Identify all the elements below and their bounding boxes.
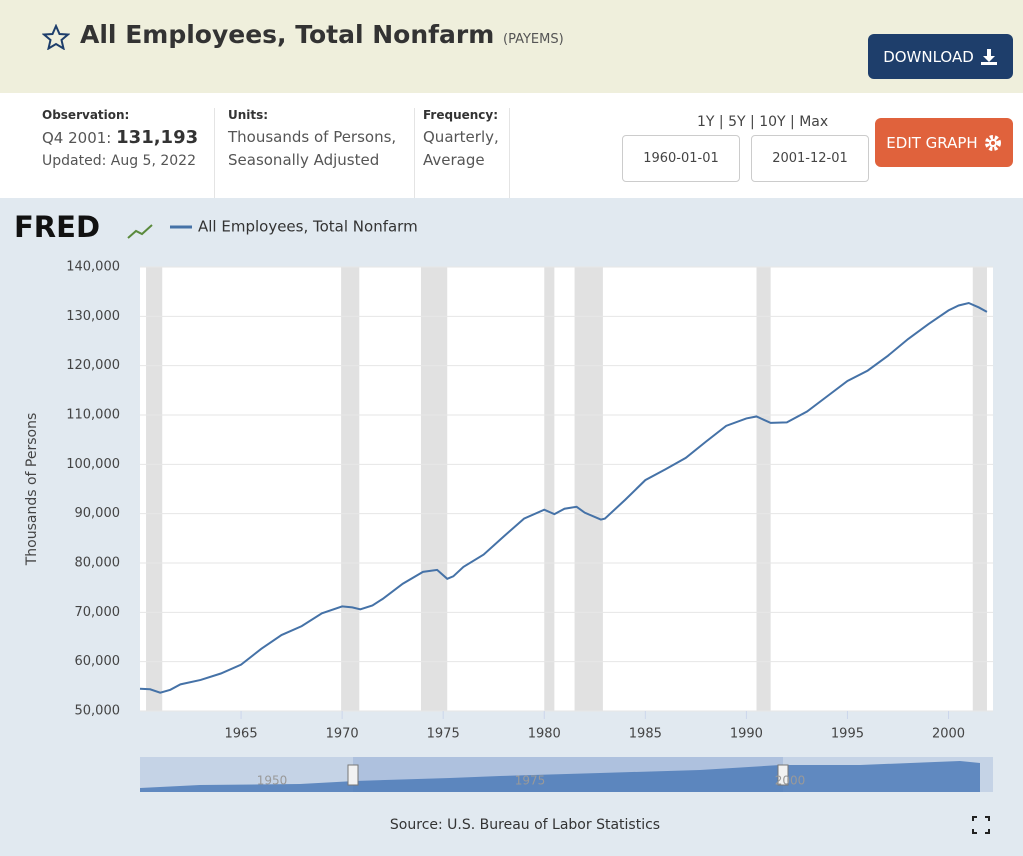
recession-band (972, 267, 987, 711)
favorite-star[interactable] (42, 24, 70, 50)
y-tick-label: 100,000 (66, 457, 120, 472)
navigator-label: 1950 (257, 774, 288, 788)
x-tick-label: 1965 (225, 727, 258, 742)
start-date[interactable]: 1960-01-01 (622, 135, 740, 182)
y-tick-label: 80,000 (75, 556, 121, 571)
range-link[interactable]: 1Y (697, 114, 715, 130)
updated: Updated: Aug 5, 2022 (42, 153, 196, 169)
observation: Q4 2001: 131,193 (42, 126, 214, 150)
source: Source: U.S. Bureau of Labor Statistics (390, 817, 660, 833)
y-tick-label: 120,000 (66, 358, 120, 373)
separator: | (714, 114, 729, 130)
observation-column: Observation: Q4 2001: 131,193 Updated: A… (42, 108, 215, 198)
series-id: (PAYEMS) (503, 32, 564, 47)
y-tick-label: 130,000 (66, 309, 120, 324)
observation-period: Q4 2001: (42, 129, 112, 147)
edit-graph-label: EDIT GRAPH (886, 133, 978, 152)
series-title: All Employees, Total Nonfarm (PAYEMS) (80, 20, 564, 49)
units: Thousands of Persons, Seasonally Adjuste… (228, 128, 397, 169)
units-label: Units: (228, 108, 269, 122)
y-tick-label: 110,000 (66, 408, 120, 423)
recession-band (146, 267, 163, 711)
download-button[interactable]: DOWNLOAD (868, 34, 1013, 79)
x-tick-label: 1975 (427, 727, 460, 742)
download-icon (980, 48, 997, 65)
separator: | (785, 114, 800, 130)
navigator-handle[interactable] (777, 764, 789, 786)
frequency-column: Frequency: Quarterly, Average (423, 108, 510, 198)
recession-band (574, 267, 603, 711)
x-tick-label: 2000 (932, 727, 965, 742)
range-link[interactable]: Max (799, 114, 829, 130)
separator: | (745, 114, 760, 130)
range-link[interactable]: 10Y (759, 114, 786, 130)
x-tick-label: 1985 (629, 727, 662, 742)
y-axis-label: Thousands of Persons (24, 413, 40, 567)
x-tick-label: 1970 (326, 727, 359, 742)
recession-band (756, 267, 771, 711)
units-column: Units: Thousands of Persons, Seasonally … (228, 108, 415, 198)
navigator-label: 1975 (515, 774, 546, 788)
recession-band (544, 267, 555, 711)
observation-label: Observation: (42, 108, 130, 122)
y-tick-label: 90,000 (75, 506, 121, 521)
download-label: DOWNLOAD (883, 47, 974, 66)
range-links: 1Y | 5Y | 10Y | Max (697, 114, 828, 130)
recession-band (341, 267, 360, 711)
logo-icon (127, 224, 153, 239)
legend-label: All Employees, Total Nonfarm (198, 218, 418, 236)
frequency-label: Frequency: (423, 108, 499, 122)
plot-area (140, 267, 993, 711)
observation-value: 131,193 (116, 127, 199, 148)
range-link[interactable]: 5Y (728, 114, 746, 130)
y-tick-label: 140,000 (66, 260, 120, 275)
x-tick-label: 1995 (831, 727, 864, 742)
series-line (139, 301, 988, 694)
header (0, 0, 1023, 93)
frequency: Quarterly, Average (423, 128, 499, 169)
y-tick-label: 70,000 (75, 605, 121, 620)
fred-logo: FRED (14, 210, 100, 244)
x-tick-label: 1990 (730, 727, 763, 742)
navigator-handle[interactable] (347, 764, 359, 786)
x-tick-label: 1980 (528, 727, 561, 742)
title-text: All Employees, Total Nonfarm (80, 20, 495, 49)
navigator-label: 2000 (775, 774, 806, 788)
gear-icon (984, 134, 1001, 151)
y-tick-label: 50,000 (75, 704, 121, 719)
end-date[interactable]: 2001-12-01 (751, 135, 869, 182)
y-tick-label: 60,000 (75, 654, 121, 669)
edit-graph-button[interactable]: EDIT GRAPH (875, 118, 1013, 167)
chart: FRED All Employees, Total Nonfarm 50,000… (0, 198, 1023, 856)
fullscreen-icon[interactable] (972, 816, 990, 834)
recession-band (420, 267, 448, 711)
